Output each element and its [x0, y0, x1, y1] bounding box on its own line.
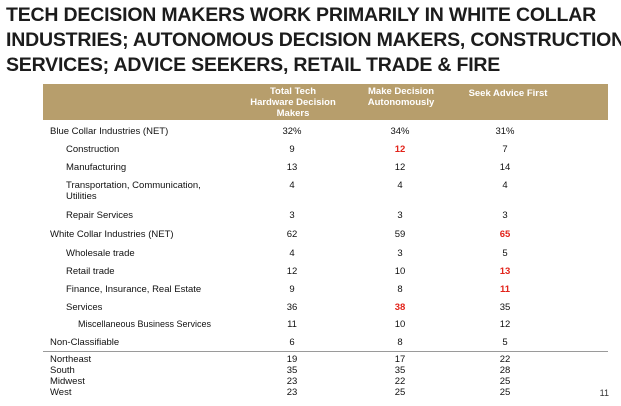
cell-total-tech: 4	[289, 180, 295, 191]
cell-seek-advice-highlight: 11	[499, 284, 511, 295]
row-label: Retail trade	[66, 266, 115, 277]
slide-title-line-1: TECH DECISION MAKERS WORK PRIMARILY IN W…	[6, 4, 596, 26]
cell-make-decision-highlight: 38	[394, 302, 406, 313]
cell-total-tech: 9	[289, 284, 295, 295]
column-header-make-decision: Make Decision Autonomously	[348, 86, 454, 108]
cell-seek-advice: 35	[499, 302, 511, 313]
cell-total-tech: 6	[289, 337, 295, 348]
cell-seek-advice: 25	[499, 387, 511, 398]
cell-seek-advice: 3	[502, 210, 508, 221]
cell-total-tech: 32%	[282, 126, 302, 137]
cell-total-tech: 11	[287, 319, 297, 330]
cell-seek-advice: 28	[499, 365, 511, 376]
cell-make-decision: 59	[394, 229, 406, 240]
row-label: Northeast	[50, 354, 92, 365]
column-header-line: Autonomously	[367, 97, 435, 108]
cell-seek-advice: 14	[499, 162, 511, 173]
cell-total-tech: 12	[286, 266, 298, 277]
page-number: 11	[599, 388, 609, 398]
column-header-total-tech: Total Tech Hardware Decision Makers	[240, 86, 346, 119]
cell-make-decision: 3	[397, 248, 403, 259]
section-divider	[43, 351, 608, 352]
column-header-line: Makers	[276, 108, 310, 119]
row-label: Transportation, Communication,	[66, 180, 201, 191]
cell-make-decision: 22	[394, 376, 406, 387]
cell-make-decision: 17	[394, 354, 406, 365]
slide-title-line-3: SERVICES; ADVICE SEEKERS, RETAIL TRADE &…	[6, 54, 501, 76]
column-header-seek-advice: Seek Advice First	[456, 88, 560, 99]
cell-seek-advice-highlight: 65	[499, 229, 511, 240]
cell-seek-advice-highlight: 13	[499, 266, 511, 277]
cell-seek-advice: 31%	[495, 126, 515, 137]
row-label: Repair Services	[66, 210, 134, 221]
row-label: West	[50, 387, 72, 398]
cell-seek-advice: 22	[499, 354, 511, 365]
cell-total-tech: 9	[289, 144, 295, 155]
row-label: Services	[66, 302, 103, 313]
slide-title-line-2: INDUSTRIES; AUTONOMOUS DECISION MAKERS, …	[6, 29, 621, 51]
cell-make-decision: 35	[394, 365, 406, 376]
row-label: Wholesale trade	[66, 248, 135, 259]
cell-make-decision: 25	[394, 387, 406, 398]
cell-total-tech: 3	[289, 210, 295, 221]
cell-seek-advice: 25	[499, 376, 511, 387]
table-header-band	[43, 84, 608, 120]
cell-seek-advice: 4	[502, 180, 508, 191]
column-header-line: Total Tech	[269, 86, 317, 97]
cell-total-tech: 23	[286, 376, 298, 387]
row-label: Non-Classifiable	[50, 337, 120, 348]
cell-total-tech: 23	[286, 387, 298, 398]
column-header-line: Seek Advice First	[468, 88, 548, 99]
cell-seek-advice: 5	[502, 248, 508, 259]
cell-make-decision: 8	[397, 337, 403, 348]
cell-total-tech: 19	[286, 354, 298, 365]
row-label: White Collar Industries (NET)	[50, 229, 174, 240]
cell-make-decision: 3	[397, 210, 403, 221]
cell-make-decision: 4	[397, 180, 403, 191]
cell-make-decision: 8	[397, 284, 403, 295]
cell-make-decision: 10	[394, 319, 406, 330]
row-label: Blue Collar Industries (NET)	[50, 126, 169, 137]
row-label-continued: Utilities	[66, 191, 97, 202]
row-label: Finance, Insurance, Real Estate	[66, 284, 202, 295]
cell-seek-advice: 7	[502, 144, 508, 155]
row-label: Manufacturing	[66, 162, 127, 173]
cell-seek-advice: 12	[499, 319, 511, 330]
cell-total-tech: 13	[286, 162, 298, 173]
cell-total-tech: 36	[286, 302, 298, 313]
column-header-line: Make Decision	[368, 86, 434, 97]
cell-total-tech: 4	[289, 248, 295, 259]
cell-make-decision-highlight: 12	[394, 144, 406, 155]
cell-make-decision: 12	[394, 162, 406, 173]
row-label: Midwest	[50, 376, 85, 387]
cell-seek-advice: 5	[502, 337, 508, 348]
cell-make-decision: 34%	[390, 126, 410, 137]
column-header-line: Hardware Decision	[250, 97, 336, 108]
cell-total-tech: 35	[286, 365, 298, 376]
row-label: Miscellaneous Business Services	[78, 319, 212, 329]
cell-make-decision: 10	[394, 266, 406, 277]
slide-title: TECH DECISION MAKERS WORK PRIMARILY IN W…	[6, 3, 621, 78]
cell-total-tech: 62	[286, 229, 298, 240]
row-label: Construction	[66, 144, 120, 155]
row-label: South	[50, 365, 75, 376]
